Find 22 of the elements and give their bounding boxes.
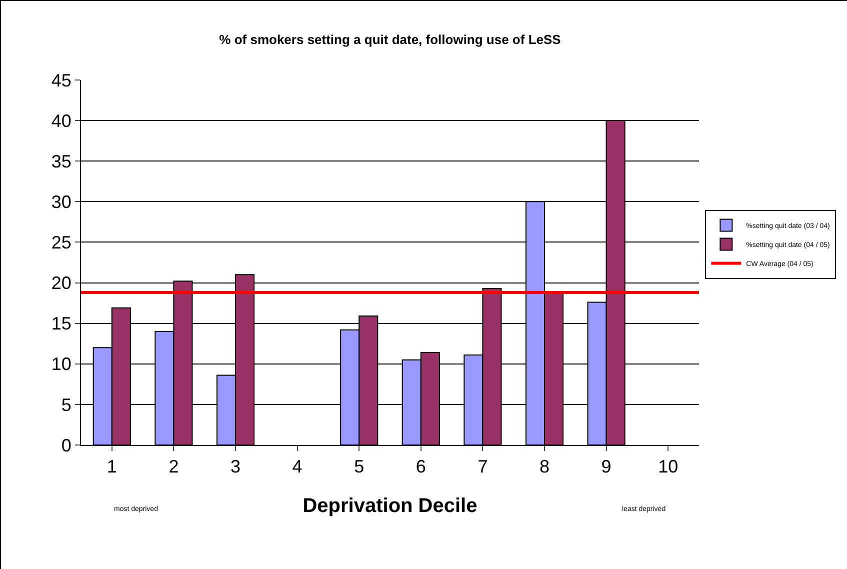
x-tick-label: 9 <box>601 456 612 477</box>
x-tick-label: 4 <box>292 456 302 477</box>
x-tick-label: 1 <box>106 456 117 477</box>
x-axis-title: Deprivation Decile <box>302 495 478 518</box>
y-tick-label: 35 <box>51 151 72 172</box>
y-tick-label: 10 <box>51 354 72 374</box>
y-tick-label: 25 <box>51 232 72 253</box>
y-tick-label: 45 <box>51 70 72 90</box>
x-tick-label: 8 <box>539 456 550 477</box>
x-tick-label: 6 <box>416 456 426 477</box>
y-tick-label: 15 <box>51 314 72 334</box>
x-tick-label: 2 <box>168 456 179 477</box>
y-tick-label: 30 <box>51 192 72 212</box>
y-tick-label: 5 <box>61 394 72 415</box>
chart-title: % of smokers setting a quit date, following use of LeSS <box>219 32 562 48</box>
x-tick-label: 7 <box>478 456 488 477</box>
y-tick-label: 40 <box>51 110 72 131</box>
y-tick-label: 20 <box>51 273 72 294</box>
x-tick-label: 3 <box>230 456 241 477</box>
x-tick-label: 5 <box>354 456 364 477</box>
x-tick-label: 10 <box>658 456 678 477</box>
y-tick-label: 0 <box>61 435 72 456</box>
